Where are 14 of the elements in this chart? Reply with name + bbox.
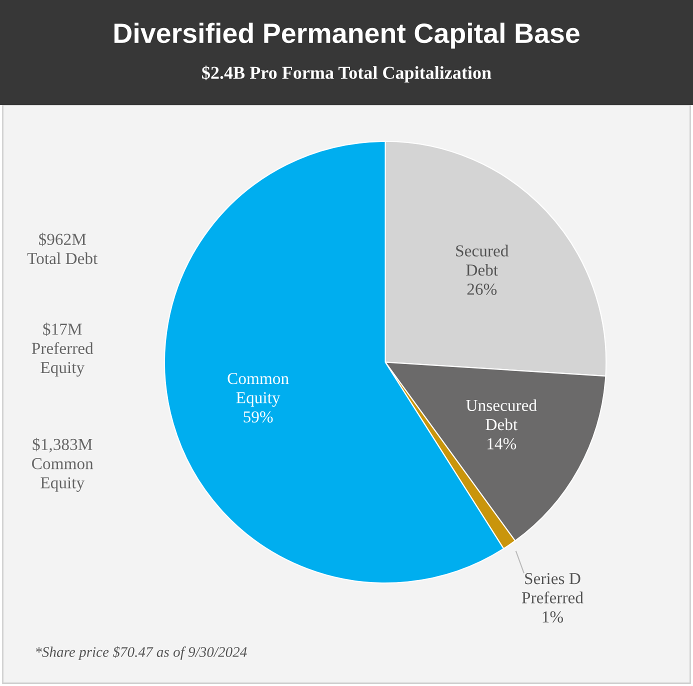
slice-label: Common Equity — [228, 372, 289, 407]
text: $962M Total Debt — [27, 232, 98, 264]
slice-label: Series D Preferred — [522, 573, 584, 604]
text: $1,383M Common Equity — [32, 438, 94, 492]
chart-subtitle: $2.4B Pro Forma Total Capitalization — [202, 66, 492, 83]
data-label: 14% — [488, 438, 516, 450]
chart-title: Diversified Permanent Capital Base — [114, 22, 580, 49]
data-label: 1% — [542, 611, 564, 623]
slice-label: Unsecured Debt — [466, 399, 537, 430]
slice-label: Secured Debt — [456, 244, 509, 276]
data-label: 26% — [467, 284, 497, 295]
text: $17M Preferred Equity — [32, 322, 94, 377]
text: *Share price $70.47 as of 9/30/2024 — [36, 646, 247, 660]
data-label: 59% — [244, 411, 273, 423]
